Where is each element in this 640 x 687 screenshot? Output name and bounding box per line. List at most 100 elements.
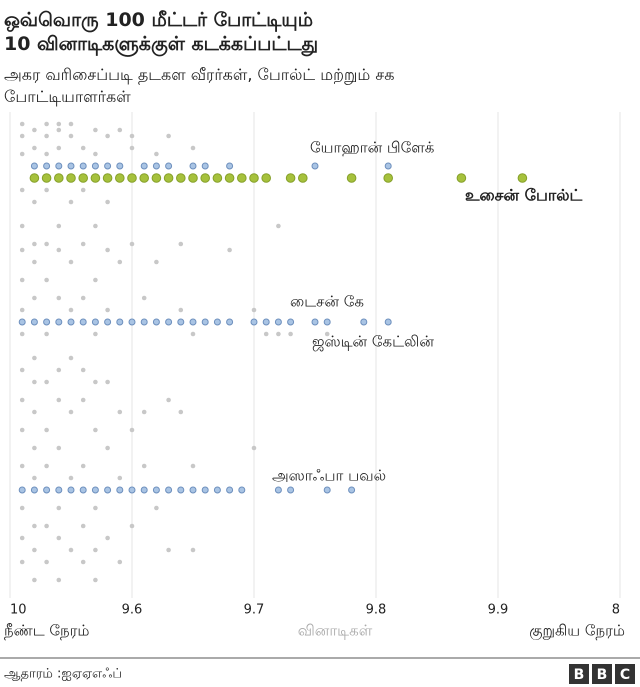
other-dot [276,331,281,337]
athlete-dot [116,162,124,170]
other-dot [93,505,98,511]
other-dot [93,127,98,133]
other-dot [68,307,74,313]
athlete-dot [238,486,246,494]
athlete-dot [456,173,467,183]
other-dot [117,259,123,265]
other-dot [129,241,135,247]
athlete-dot [189,162,197,170]
svg-text:B: B [574,667,585,683]
other-dot [56,535,62,541]
other-dot [117,475,123,481]
other-dot [80,463,86,469]
other-dot [154,259,159,265]
athlete-dot [43,486,51,494]
athlete-dot [55,486,63,494]
other-dot [44,379,49,385]
other-dot [129,427,135,433]
athlete-dot [226,486,234,494]
athlete-dot [165,486,173,494]
athlete-dot [140,486,148,494]
other-dot [166,133,171,139]
other-dot [19,427,25,433]
other-dot [178,307,184,313]
x-tick-label: 9.9 [488,603,509,618]
athlete-dot [224,173,235,183]
other-dot [32,355,37,361]
athlete-dot [348,486,356,494]
x-right-label: குறுகிய நேரம் [529,622,625,641]
athlete-dot [249,173,259,183]
other-dot [324,331,330,337]
other-dot [80,397,86,403]
athlete-dot [67,318,75,326]
athlete-dot [165,318,173,326]
other-dot [19,535,25,541]
svg-text:B: B [597,667,608,683]
athlete-dot [139,173,149,183]
other-dot [105,535,110,541]
other-dot [129,133,135,139]
athlete-dot [79,486,87,494]
other-dot [129,145,135,151]
athlete-dot [151,173,162,183]
other-dot [190,331,196,337]
athlete-dot [140,162,148,170]
athlete-dot [18,486,26,494]
athlete-dot [176,173,186,183]
athlete-dot [152,318,160,326]
athlete-dot [311,318,319,326]
other-dot [56,223,62,229]
other-dot [44,331,49,337]
athlete-label: அஸாஃபா பவல் [272,467,386,485]
athlete-dot [43,162,51,170]
other-dot [44,187,49,193]
athlete-dot [200,173,210,183]
athlete-dot [104,162,112,170]
other-dot [68,547,74,553]
athlete-dot [140,318,148,326]
other-dot [80,559,86,565]
other-dot [32,199,37,205]
other-dot [141,463,147,469]
athlete-dot [360,318,368,326]
other-dot [178,409,184,415]
athlete-dot [55,318,63,326]
athlete-dot [29,173,40,183]
other-dot [19,247,25,253]
other-dot [154,505,159,511]
other-dot [93,427,98,433]
other-dot [32,547,37,553]
athlete-dot [67,162,75,170]
athlete-dot [116,318,124,326]
athlete-dot [311,162,319,170]
athlete-dot [79,318,87,326]
other-dot [32,145,37,151]
athlete-dot [201,162,209,170]
other-dot [44,133,49,139]
other-dot [19,307,25,313]
other-dot [117,127,123,133]
athlete-dot [213,318,221,326]
athlete-dot [152,162,160,170]
other-dot [44,559,49,565]
other-dot [190,145,196,151]
athlete-dot [102,173,113,183]
athlete-dot [54,173,64,183]
x-tick-label: 9.8 [366,603,387,618]
other-dot [19,121,25,127]
svg-text:C: C [620,667,630,683]
athlete-dot [78,173,88,183]
athlete-dot [188,173,198,183]
other-dot [263,331,269,337]
athlete-dot [287,318,295,326]
athlete-dot [384,318,392,326]
athlete-dot [287,486,295,494]
other-dot [19,367,25,373]
other-dot [68,133,74,139]
other-dot [178,241,184,247]
other-dot [56,121,62,127]
other-dot [68,355,74,361]
athlete-label: யோஹான் பிளேக் [310,139,434,157]
